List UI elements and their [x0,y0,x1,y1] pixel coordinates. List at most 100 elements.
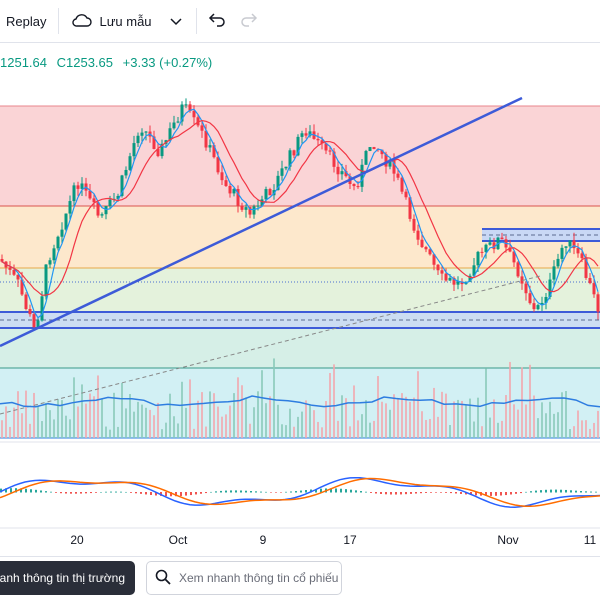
macd-histogram-bar [580,491,582,493]
volume-bar [477,397,479,438]
candle-body [132,143,136,157]
macd-histogram-bar [450,492,452,494]
macd-histogram-bar [195,492,197,495]
volume-bar [437,416,439,438]
macd-histogram-bar [335,488,337,493]
candle-body [572,240,576,249]
macd-histogram-bar [365,491,367,493]
undo-button[interactable] [201,6,233,36]
candle-body [116,195,120,199]
volume-bar [473,421,475,438]
volume-bar [449,425,451,438]
volume-bar [261,370,263,438]
macd-histogram-bar [295,491,297,493]
volume-bar [113,392,115,438]
candle-body [508,247,512,252]
macd-histogram-bar [170,492,172,497]
volume-bar [469,398,471,438]
candle-body [24,294,28,309]
volume-bar [409,401,411,438]
candle-body [308,131,312,136]
macd-histogram-bar [395,492,397,495]
volume-bar [493,399,495,438]
candle-body [532,303,536,310]
macd-histogram-bar [440,492,442,493]
macd-histogram-bar [70,492,72,494]
macd-histogram-bar [125,491,127,493]
candle-body [336,166,340,175]
volume-bar [397,398,399,438]
volume-bar [133,411,135,438]
volume-bar [445,393,447,438]
volume-bar [193,428,195,438]
volume-bar [97,375,99,438]
macd-histogram-bar [300,490,302,493]
macd-histogram-bar [110,491,112,493]
volume-bar [121,382,123,438]
candle-body [416,230,420,240]
volume-bar [557,412,559,438]
macd-histogram-bar [50,491,52,493]
candle-body [552,266,556,280]
candle-body [524,283,528,294]
volume-bar [201,392,203,438]
macd-histogram-bar [495,492,497,496]
save-template-button[interactable]: Lưu mẫu [63,6,159,36]
redo-button[interactable] [233,6,265,36]
volume-bar [305,400,307,438]
macd-histogram-bar [80,492,82,494]
top-toolbar: Replay Lưu mẫu [0,0,600,43]
save-options-button[interactable] [160,6,192,36]
volume-bar [553,413,555,438]
candle-body [428,249,432,255]
macd-histogram-bar [40,490,42,493]
macd-histogram-bar [305,490,307,493]
stock-info-button[interactable]: Xem nhanh thông tin cổ phiếu [146,561,342,595]
time-axis-label: Nov [497,533,518,547]
candle-body [192,110,196,118]
candle-body [400,177,404,192]
macd-histogram-bar [150,492,152,495]
macd-histogram-bar [430,492,432,493]
candle-body [328,150,332,152]
macd-histogram-bar [185,492,187,496]
candle-body [276,175,280,191]
volume-bar [353,385,355,438]
macd-histogram-bar [60,492,62,494]
volume-bar [337,420,339,438]
volume-bar [309,405,311,438]
price-chart[interactable]: 20 Oct 9 17 Nov 11 [0,44,600,554]
macd-histogram-bar [525,491,527,493]
candle-body [108,199,112,206]
chevron-down-icon [170,14,182,29]
macd-histogram-bar [155,492,157,496]
replay-button[interactable]: Replay [0,6,54,36]
macd-histogram-bar [90,492,92,494]
macd-histogram-bar [15,488,17,493]
macd-histogram-bar [490,492,492,496]
macd-histogram-bar [240,490,242,493]
volume-bar [249,423,251,438]
candle-body [304,133,308,136]
candle-body [388,159,392,167]
macd-histogram-bar [425,492,427,493]
macd-histogram-bar [0,488,2,493]
volume-bar [549,401,551,438]
time-axis-label: 17 [343,533,357,547]
volume-bar [425,419,427,438]
candle-body [100,214,104,216]
candle-body [252,206,256,215]
volume-bar [285,425,287,438]
macd-histogram-bar [250,491,252,493]
volume-bar [317,421,319,438]
candle-body [268,189,272,196]
candle-body [592,283,596,295]
candle-body [292,150,296,156]
market-info-button[interactable]: nhanh thông tin thị trường [0,561,135,595]
volume-bar [289,408,291,438]
candle-body [564,246,568,248]
candle-body [240,205,244,210]
candle-body [568,240,572,247]
macd-histogram-bar [400,492,402,495]
candle-body [352,184,356,187]
